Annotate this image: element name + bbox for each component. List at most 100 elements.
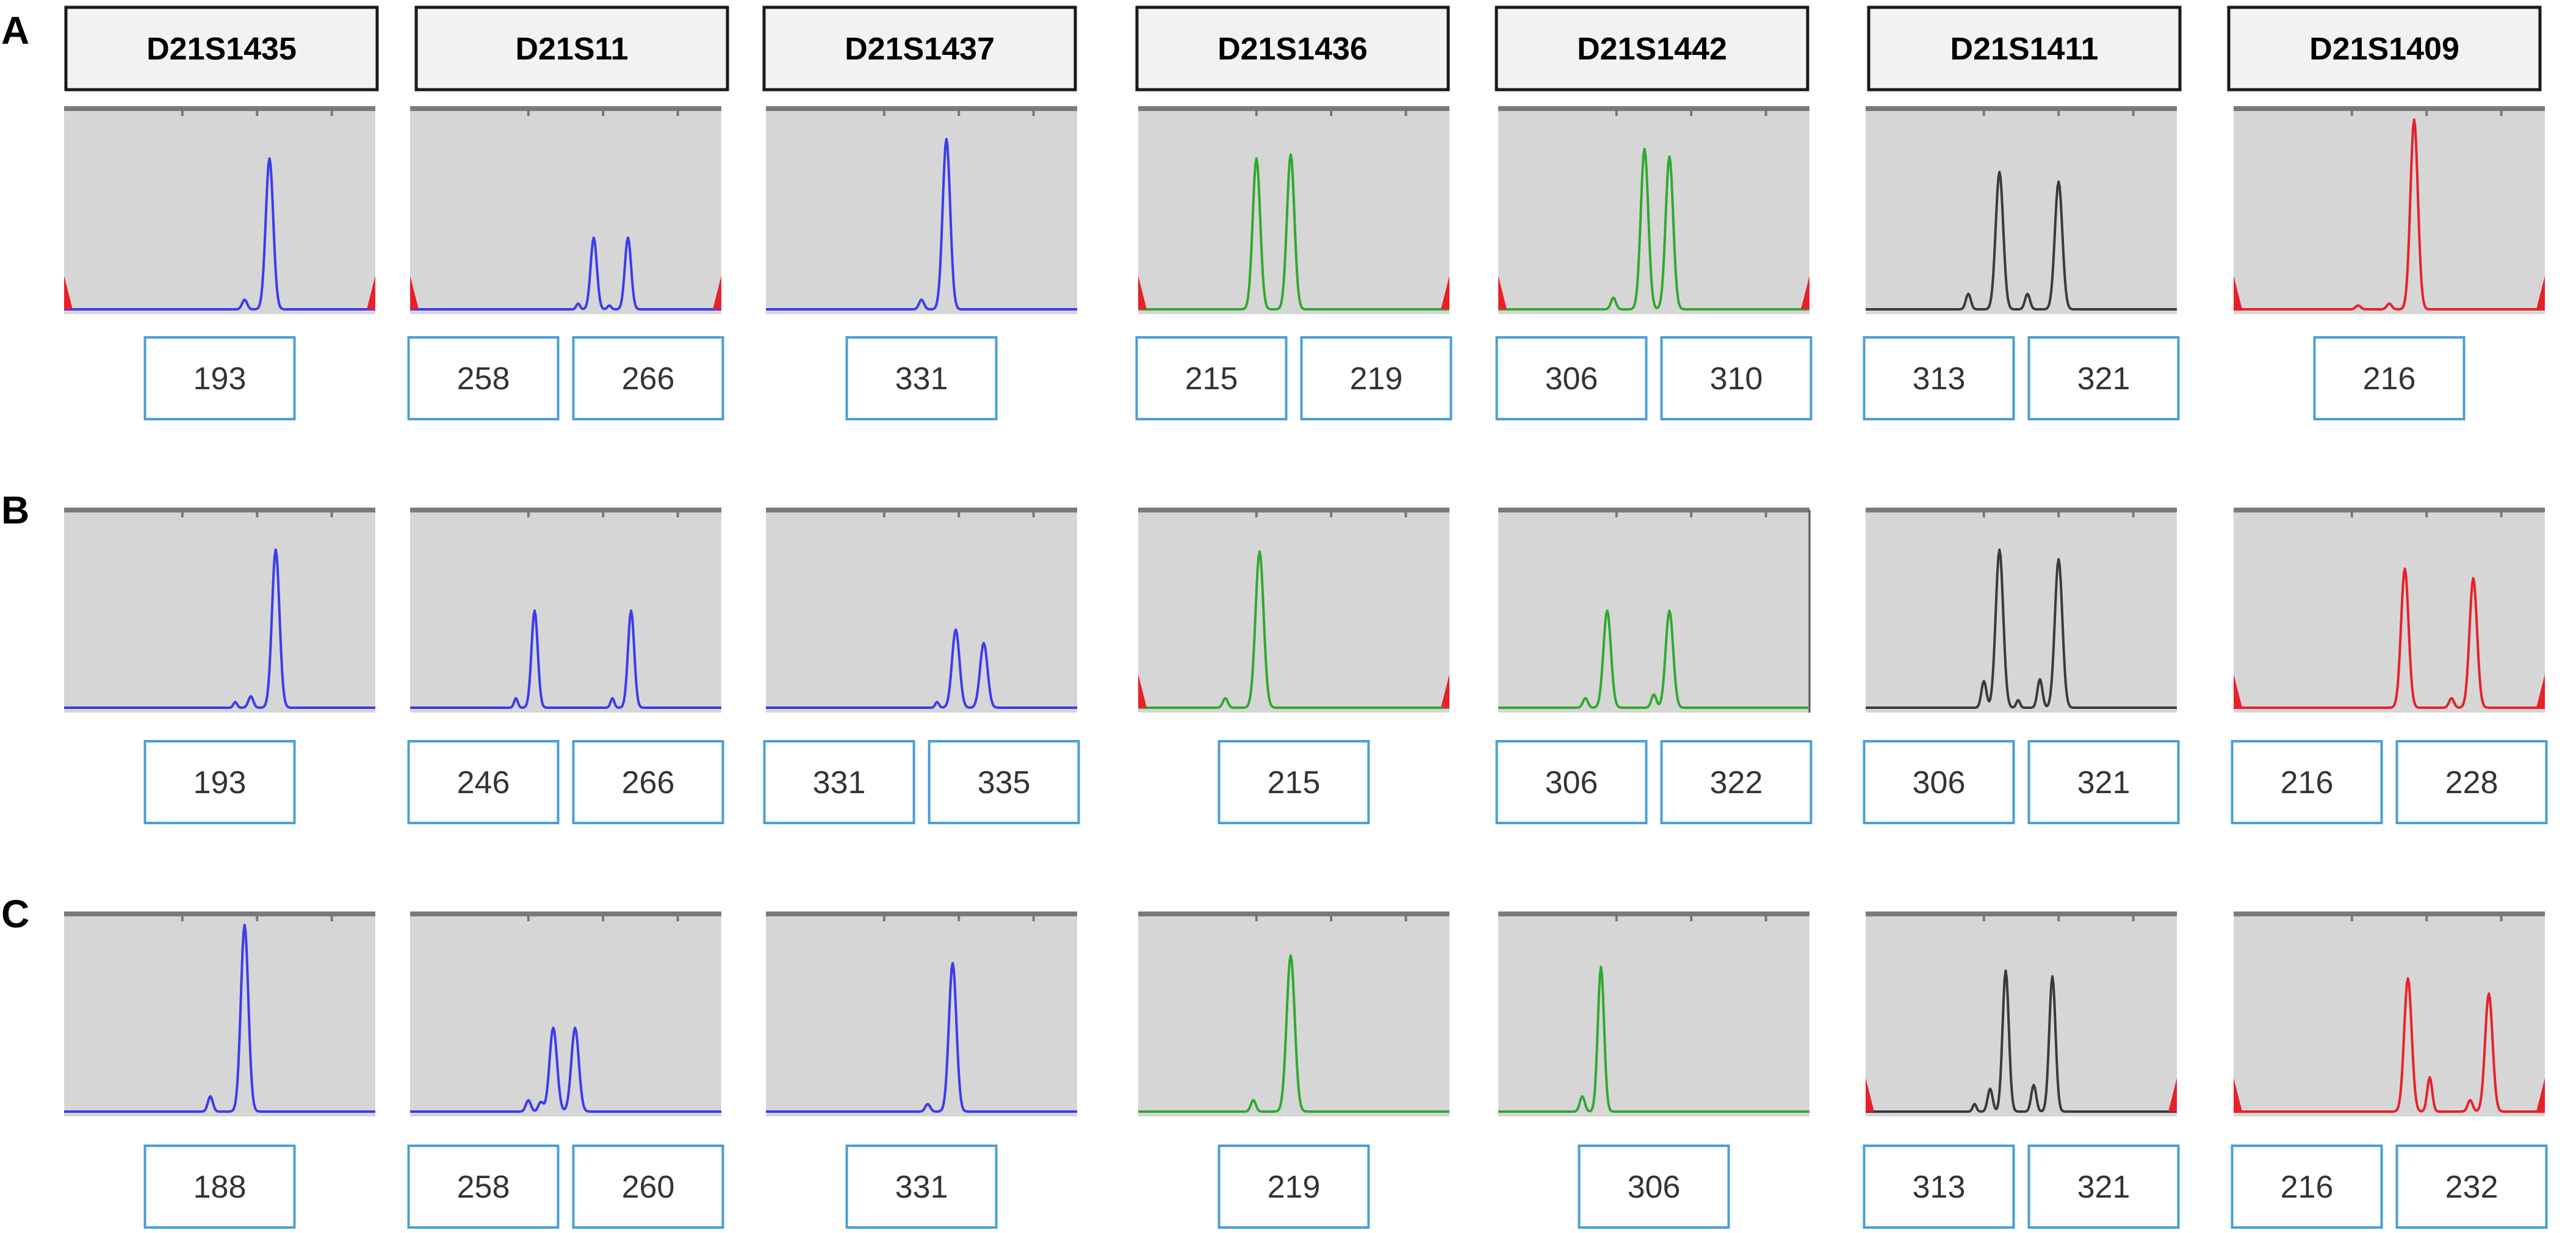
signal-trace xyxy=(1498,147,1810,311)
electropherogram-panel xyxy=(1498,508,1811,713)
allele-box-outline xyxy=(407,740,560,824)
allele-call-box: 219 xyxy=(1218,1145,1370,1229)
marker-header: D21S1409 xyxy=(2227,5,2542,92)
size-standard-edge-left xyxy=(2234,276,2242,309)
allele-box-outline xyxy=(2027,336,2180,420)
allele-size: 216 xyxy=(2363,361,2416,397)
allele-box-outline xyxy=(2231,740,2383,824)
panel-background xyxy=(64,109,375,314)
allele-call-box: 228 xyxy=(2395,740,2548,824)
allele-call-box: 193 xyxy=(143,336,296,420)
electropherogram-panel xyxy=(2233,508,2545,713)
size-standard-edge-right xyxy=(1441,674,1449,708)
size-standard-edge-right xyxy=(1441,276,1449,309)
signal-trace xyxy=(765,138,1078,311)
allele-size: 216 xyxy=(2281,1170,2334,1205)
allele-call-box: 306 xyxy=(1578,1145,1730,1229)
marker-name: D21S1411 xyxy=(1950,32,2099,67)
marker-header-box xyxy=(762,5,1077,92)
allele-box-outline xyxy=(845,336,998,420)
allele-size: 232 xyxy=(2445,1170,2498,1205)
allele-call-box: 306 xyxy=(1863,740,2015,824)
allele-box-outline xyxy=(572,740,724,824)
signal-trace xyxy=(63,548,376,709)
allele-size: 310 xyxy=(1710,361,1763,397)
signal-trace xyxy=(1865,170,2177,311)
allele-box-outline xyxy=(1218,740,1370,824)
allele-call-box: 321 xyxy=(2027,336,2180,420)
allele-call-box: 232 xyxy=(2395,1145,2548,1229)
size-standard-edge-right xyxy=(367,276,375,309)
signal-trace xyxy=(1498,609,1810,709)
allele-box-outline xyxy=(143,336,296,420)
allele-box-outline xyxy=(407,336,560,420)
allele-call-box: 306 xyxy=(1495,336,1648,420)
allele-size: 193 xyxy=(193,765,247,800)
signal-trace xyxy=(409,1026,722,1113)
marker-header-box xyxy=(1495,5,1809,92)
allele-box-outline xyxy=(1578,1145,1730,1229)
marker-name: D21S1437 xyxy=(845,32,995,67)
allele-call-box: 266 xyxy=(572,740,724,824)
electropherogram-panel xyxy=(1138,911,1450,1116)
allele-box-outline xyxy=(2231,1145,2383,1229)
row-c: C 188 258 260 331 219 306 313 321 216 232 xyxy=(1,892,2548,1229)
signal-trace xyxy=(1138,153,1450,311)
allele-size: 306 xyxy=(1545,361,1598,397)
allele-size: 266 xyxy=(622,361,675,397)
allele-size: 306 xyxy=(1628,1170,1681,1205)
allele-call-box: 216 xyxy=(2231,740,2383,824)
marker-name: D21S1442 xyxy=(1577,32,1727,67)
panel-background xyxy=(1866,109,2177,314)
marker-header: D21S1437 xyxy=(762,5,1077,92)
allele-size: 321 xyxy=(2077,361,2130,397)
allele-box-outline xyxy=(2395,740,2548,824)
allele-box-outline xyxy=(1863,1145,2015,1229)
signal-trace xyxy=(2233,567,2545,709)
allele-size: 215 xyxy=(1185,361,1238,397)
allele-box-outline xyxy=(572,336,724,420)
allele-box-outline xyxy=(407,1145,560,1229)
electropherogram-panel xyxy=(2233,911,2545,1116)
panel-background xyxy=(2234,109,2545,314)
allele-call-box: 306 xyxy=(1495,740,1648,824)
marker-header: D21S1436 xyxy=(1135,5,1450,92)
size-standard-edge-right xyxy=(2168,1078,2177,1112)
allele-call-box: 258 xyxy=(407,336,560,420)
signal-trace xyxy=(765,628,1078,709)
electropherogram-panel xyxy=(63,106,376,314)
allele-box-outline xyxy=(1135,336,1288,420)
allele-box-outline xyxy=(1495,336,1648,420)
size-standard-edge-left xyxy=(1498,276,1507,309)
panel-background xyxy=(766,109,1077,314)
panel-background xyxy=(766,510,1077,713)
size-standard-edge-left xyxy=(410,276,419,309)
row-label: C xyxy=(1,892,29,936)
panel-background xyxy=(1866,510,2177,713)
allele-box-outline xyxy=(143,740,296,824)
allele-size: 321 xyxy=(2077,765,2130,800)
panel-background xyxy=(1138,510,1449,713)
marker-header-box xyxy=(1135,5,1450,92)
allele-call-box: 260 xyxy=(572,1145,724,1229)
allele-size: 260 xyxy=(622,1170,675,1205)
allele-box-outline xyxy=(1660,740,1813,824)
signal-trace xyxy=(409,609,722,709)
allele-call-box: 313 xyxy=(1863,1145,2015,1229)
electropherogram-panel xyxy=(765,106,1078,314)
signal-trace xyxy=(63,924,376,1113)
panel-background xyxy=(410,510,721,713)
size-standard-edge-left xyxy=(64,276,73,309)
panel-background xyxy=(1866,914,2177,1116)
allele-call-box: 188 xyxy=(143,1145,296,1229)
marker-name: D21S1409 xyxy=(2309,32,2459,67)
panel-background xyxy=(1498,914,1809,1116)
allele-box-outline xyxy=(2027,1145,2180,1229)
allele-box-outline xyxy=(143,1145,296,1229)
allele-size: 246 xyxy=(457,765,510,800)
allele-box-outline xyxy=(1863,336,2015,420)
size-standard-edge-left xyxy=(1138,276,1147,309)
electropherogram-panel xyxy=(2233,106,2545,314)
allele-box-outline xyxy=(2027,740,2180,824)
